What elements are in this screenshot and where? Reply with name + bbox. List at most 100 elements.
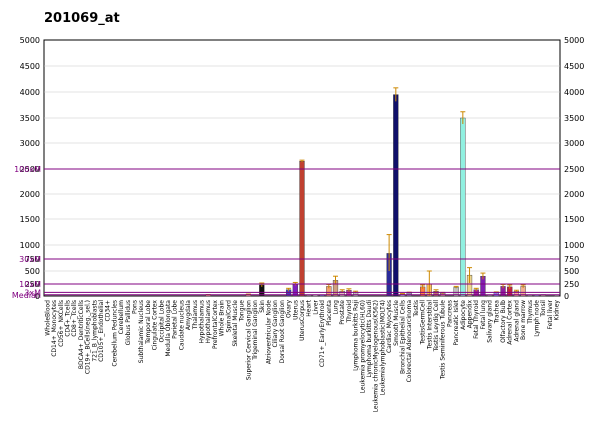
y-tick-label: 0 <box>35 292 40 301</box>
category-label: Globus Pallidus <box>125 300 132 345</box>
category-label: Testis Interstitial <box>426 300 433 350</box>
category-label: 721_B_lymphoblasts <box>91 300 98 362</box>
y-tick-label: 750 <box>25 255 40 264</box>
category-label: Adrenal Cortex <box>507 300 514 345</box>
category-label: Leukemia chronicMyelogenous(K562) <box>373 300 380 412</box>
y-tick-label: 750 <box>564 255 579 264</box>
category-label: Subthalamic Nucleus <box>138 300 145 363</box>
category-label: Caudate nucleus <box>178 300 185 350</box>
category-label: SpinalCord <box>225 300 232 333</box>
bar <box>527 295 533 297</box>
reference-line-label: 30xM <box>19 255 41 264</box>
category-label: Appendix <box>467 300 474 329</box>
category-label: Uterus <box>292 300 299 320</box>
category-label: Thalamus <box>192 300 199 330</box>
y-tick-label: 3000 <box>20 139 40 148</box>
category-label: PrefrontalCortex <box>212 300 219 349</box>
bar <box>554 295 560 297</box>
category-label: Tongue <box>239 300 246 323</box>
category-label: Atrioventricular Node <box>265 300 272 364</box>
y-tick-label: 0 <box>564 292 569 301</box>
category-label: CD56+_NKCells <box>58 300 65 347</box>
category-label: Bronchial Epithelial Cells <box>400 300 407 374</box>
category-label: Cardiac Myocytes <box>386 300 393 353</box>
category-label: Fetal lung <box>480 300 487 330</box>
category-label: Lung <box>333 300 340 315</box>
y-tick-label: 4500 <box>20 62 40 71</box>
category-label: CD14+_Monocytes <box>51 300 58 357</box>
category-label: TestisGermCell <box>420 300 427 346</box>
category-label: UterusCorpus <box>299 300 306 341</box>
category-label: WholeBlood <box>44 300 51 336</box>
y-tick-label: 2500 <box>20 165 40 174</box>
chart-title: 201069_at <box>44 11 120 26</box>
y-tick-label: 500 <box>25 267 40 276</box>
y-tick-label: 1500 <box>20 215 40 224</box>
y-tick-label: 4500 <box>564 62 584 71</box>
y-tick-label: 1000 <box>564 241 584 250</box>
category-label: Superior Cervical Ganglion <box>245 300 252 380</box>
reference-line-label: 100xM <box>14 165 41 174</box>
category-label: Trigeminal Ganglion <box>252 300 259 361</box>
category-label: Tonsil <box>540 300 547 318</box>
category-label: CD34+ <box>105 300 112 321</box>
category-label: CD105+_Endothelial <box>98 300 105 362</box>
category-label: Pons <box>131 300 138 314</box>
y-tick-label: 1500 <box>564 215 584 224</box>
category-label: Liver <box>312 299 319 314</box>
y-tick-label: 3500 <box>20 114 40 123</box>
reference-line-label: Median <box>12 291 41 300</box>
category-label: Skin <box>259 300 266 313</box>
y-axis-left: 0 250 500 750 1000 1500 2000 2500 3000 3500 4000 45… <box>20 36 40 301</box>
category-label: Pancreas <box>446 300 453 327</box>
y-tick-label: 5000 <box>564 36 584 45</box>
category-label: Skeletal Muscle <box>232 300 239 347</box>
category-label: Heart <box>306 299 313 316</box>
category-label: Cingulate Cortex <box>152 300 159 351</box>
category-label: Amygdala <box>185 300 192 330</box>
category-label: Dorsal Root Ganglion <box>279 300 286 364</box>
y-tick-label: 1000 <box>20 241 40 250</box>
x-axis-labels: WholeBlood CD14+_Monocytes CD56+_NKCells CD… <box>44 299 560 412</box>
category-label: Fetal Thyroid <box>473 300 480 339</box>
y-tick-label: 2000 <box>20 190 40 199</box>
category-label: Prostate <box>339 300 346 325</box>
category-label: CD8+_Tcells <box>71 300 78 337</box>
category-label: Lymphoma burkitts Daudi <box>366 300 373 378</box>
bar-series <box>205 94 560 297</box>
category-label: Leukemia promyelocytic(HL60) <box>359 300 366 393</box>
category-label: Smooth Muscle <box>393 300 400 346</box>
bar <box>393 94 399 297</box>
category-label: Lymphoma burkitts Raji <box>353 300 360 371</box>
category-label: Thyroid <box>346 300 353 324</box>
category-label: Lymph node <box>534 300 541 337</box>
category-label: Adipocyte <box>460 300 467 330</box>
category-label: Temporal Lobe <box>145 300 152 345</box>
bar <box>306 295 312 297</box>
y-tick-label: 500 <box>564 267 579 276</box>
category-label: CD4+_Tcells <box>64 300 71 337</box>
y-axis-right: 0 250 500 750 1000 1500 2000 2500 3000 3500 4000 45… <box>564 36 584 301</box>
category-label: CD19+_BCells(neg._sel.) <box>85 300 92 374</box>
category-label: BDCA4+_DentriticCells <box>78 300 85 369</box>
y-tick-label: 2000 <box>564 190 584 199</box>
bar <box>292 283 298 297</box>
category-label: Bone marrow <box>520 300 527 340</box>
category-label: Occipital Lobe <box>158 300 165 343</box>
category-label: Salivary gland <box>487 300 494 343</box>
category-label: Leukemialymphoblastic(MOLT4) <box>379 300 386 395</box>
bar <box>487 295 493 297</box>
reference-line-label: 10xM <box>19 280 41 289</box>
category-label: Ciliary Ganglion <box>272 300 279 348</box>
y-tick-label: 2500 <box>564 165 584 174</box>
category-label: CD71+_EarlyErythroid <box>319 300 326 367</box>
reference-line-label: 3xM <box>24 288 41 297</box>
category-label: Colorectal Adenocarcinoma <box>406 300 413 383</box>
bar <box>460 117 466 297</box>
category-label: Parietal Lobe <box>172 300 179 339</box>
category-label: Thymus <box>527 300 534 325</box>
category-label: Hypothalamus <box>198 300 205 344</box>
category-label: Testis <box>413 300 420 318</box>
category-label: Testis Leydig Cell <box>433 300 440 353</box>
